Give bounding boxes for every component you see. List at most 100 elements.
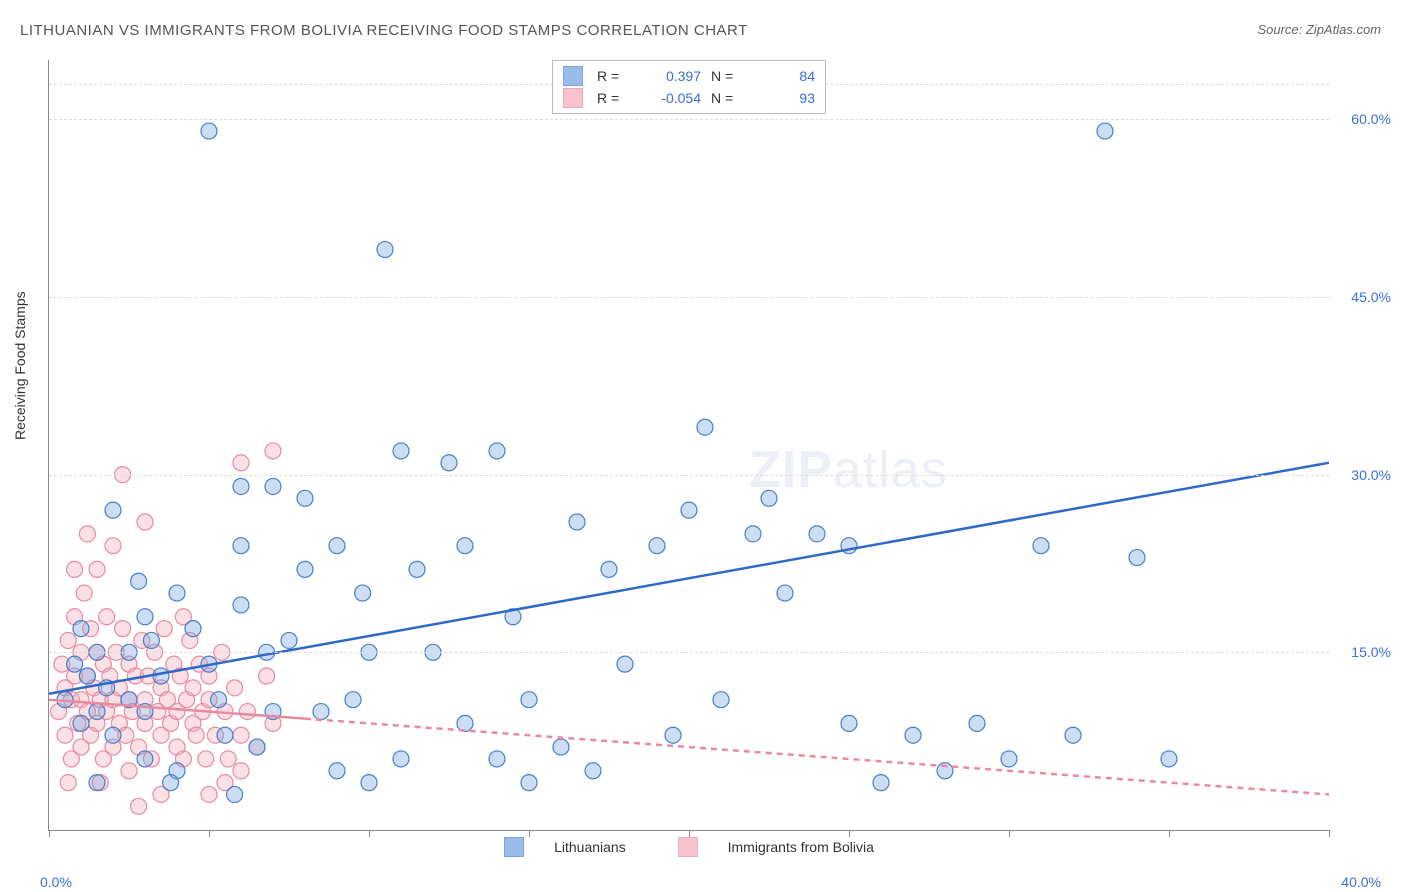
data-point	[297, 490, 313, 506]
data-point	[393, 443, 409, 459]
data-point	[713, 692, 729, 708]
legend-label-a: Lithuanians	[554, 839, 626, 855]
data-point	[377, 242, 393, 258]
data-point	[249, 739, 265, 755]
data-point	[969, 715, 985, 731]
data-point	[1129, 550, 1145, 566]
legend-r-value-a: 0.397	[641, 65, 701, 87]
data-point	[79, 668, 95, 684]
legend-stats-row: R = 0.397 N = 84	[563, 65, 815, 87]
data-point	[905, 727, 921, 743]
data-point	[521, 775, 537, 791]
data-point	[761, 490, 777, 506]
data-point	[393, 751, 409, 767]
data-point	[99, 609, 115, 625]
data-point	[198, 751, 214, 767]
grid-line	[49, 475, 1329, 476]
data-point	[143, 632, 159, 648]
data-point	[185, 680, 201, 696]
data-point	[137, 609, 153, 625]
data-point	[553, 739, 569, 755]
data-point	[665, 727, 681, 743]
data-point	[265, 443, 281, 459]
data-point	[777, 585, 793, 601]
x-tick	[1329, 830, 1330, 837]
data-point	[841, 715, 857, 731]
legend-n-label: N =	[711, 87, 745, 109]
data-point	[361, 775, 377, 791]
data-point	[227, 680, 243, 696]
legend-r-label: R =	[597, 65, 631, 87]
data-point	[313, 704, 329, 720]
data-point	[115, 621, 131, 637]
data-point	[227, 786, 243, 802]
data-point	[281, 632, 297, 648]
legend-n-value-a: 84	[755, 65, 815, 87]
x-tick	[209, 830, 210, 837]
legend-label-b: Immigrants from Bolivia	[728, 839, 874, 855]
grid-line	[49, 297, 1329, 298]
data-point	[297, 561, 313, 577]
grid-line	[49, 119, 1329, 120]
data-point	[201, 123, 217, 139]
data-point	[105, 538, 121, 554]
data-point	[188, 727, 204, 743]
data-point	[60, 775, 76, 791]
data-point	[809, 526, 825, 542]
data-point	[131, 798, 147, 814]
y-axis-title: Receiving Food Stamps	[12, 291, 28, 440]
data-point	[521, 692, 537, 708]
trend-line	[49, 463, 1329, 694]
legend-swatch-b	[678, 837, 698, 857]
data-point	[873, 775, 889, 791]
data-point	[67, 656, 83, 672]
data-point	[67, 561, 83, 577]
x-tick	[49, 830, 50, 837]
data-point	[345, 692, 361, 708]
data-point	[569, 514, 585, 530]
data-point	[121, 763, 137, 779]
data-point	[137, 751, 153, 767]
plot-area: ZIPatlas R = 0.397 N = 84 R = -0.054 N =…	[48, 60, 1329, 831]
data-point	[156, 621, 172, 637]
data-point	[89, 704, 105, 720]
legend-swatch-a	[563, 66, 583, 86]
data-point	[89, 775, 105, 791]
data-point	[489, 443, 505, 459]
legend-r-label: R =	[597, 87, 631, 109]
data-point	[163, 775, 179, 791]
chart-title: LITHUANIAN VS IMMIGRANTS FROM BOLIVIA RE…	[20, 22, 748, 39]
legend-n-label: N =	[711, 65, 745, 87]
data-point	[131, 573, 147, 589]
x-tick	[1169, 830, 1170, 837]
data-point	[137, 514, 153, 530]
data-point	[169, 585, 185, 601]
y-tick-label: 30.0%	[1351, 467, 1391, 483]
data-point	[233, 597, 249, 613]
data-point	[457, 538, 473, 554]
data-point	[73, 621, 89, 637]
data-point	[1097, 123, 1113, 139]
legend-stats-row: R = -0.054 N = 93	[563, 87, 815, 109]
data-point	[105, 727, 121, 743]
data-point	[489, 751, 505, 767]
x-axis-max-label: 40.0%	[1341, 874, 1381, 890]
data-point	[57, 727, 73, 743]
y-tick-label: 15.0%	[1351, 644, 1391, 660]
x-tick	[1009, 830, 1010, 837]
x-tick	[369, 830, 370, 837]
data-point	[601, 561, 617, 577]
data-point	[60, 632, 76, 648]
data-point	[239, 704, 255, 720]
data-point	[233, 763, 249, 779]
y-tick-label: 60.0%	[1351, 111, 1391, 127]
data-point	[185, 621, 201, 637]
data-point	[233, 538, 249, 554]
data-point	[233, 478, 249, 494]
data-point	[441, 455, 457, 471]
x-axis-min-label: 0.0%	[40, 874, 72, 890]
data-point	[617, 656, 633, 672]
data-point	[233, 727, 249, 743]
data-point	[76, 585, 92, 601]
grid-line	[49, 652, 1329, 653]
